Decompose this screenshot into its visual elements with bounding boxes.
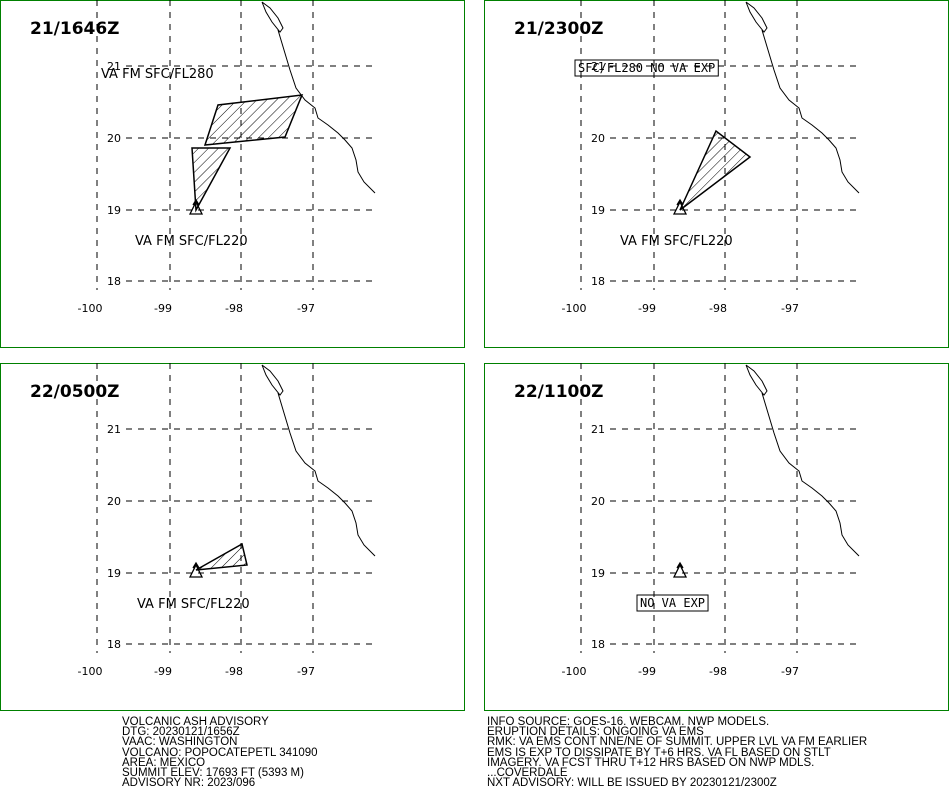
lat-tick-label: 19: [591, 567, 605, 580]
ash-label: VA FM SFC/FL220: [620, 234, 733, 249]
map-panel: 21 20 19 18 -100 -99 -98 -97 22/1100Z NO VA EXP: [484, 363, 949, 711]
lon-tick-label: -99: [638, 302, 656, 315]
footer-line: DTG: 20230121/1656Z: [122, 726, 240, 739]
lon-tick-label: -98: [709, 302, 727, 315]
lon-tick-label: -97: [297, 302, 315, 315]
valid-time: 21/1646Z: [30, 19, 120, 39]
map-panel: 21 20 19 18 -100 -99 -98 -97 21/2300Z SFC/FL280 N…: [484, 0, 949, 348]
lon-tick-label: -100: [562, 665, 587, 678]
lat-tick-label: 21: [591, 60, 605, 73]
lon-tick-label: -99: [154, 302, 172, 315]
coastline: [261, 1, 376, 194]
footer-line: VOLCANO: POPOCATEPETL 341090: [122, 746, 318, 759]
volcano-symbol: [672, 561, 688, 578]
footer-line: ...COVERDALE: [487, 767, 568, 780]
lon-tick-label: -98: [709, 665, 727, 678]
lat-tick-label: 20: [591, 495, 605, 508]
map-panel: 21 20 19 18 -100 -99 -98 -97 22/0500Z VA FM SFC/F…: [0, 363, 465, 711]
lon-tick-label: -98: [225, 302, 243, 315]
lat-tick-label: 18: [107, 638, 121, 651]
lon-tick-label: -97: [781, 665, 799, 678]
lat-tick-label: 21: [107, 423, 121, 436]
lat-tick-label: 20: [107, 495, 121, 508]
footer-line: VOLCANIC ASH ADVISORY: [122, 716, 269, 728]
volcano-symbol: [672, 198, 688, 215]
lat-tick-label: 18: [591, 275, 605, 288]
ash-area: [191, 147, 232, 213]
panel-border: [484, 363, 949, 711]
panels: 21 20 19 18 -100 -99 -98 -97 21/1646Z VA FM SFC/F…: [0, 0, 949, 711]
valid-time: 22/0500Z: [30, 382, 120, 402]
ash-label: VA FM SFC/FL280: [101, 67, 214, 82]
footer-line: ERUPTION DETAILS: ONGOING VA EMS: [487, 726, 704, 739]
coastline: [745, 1, 860, 194]
lat-tick-label: 19: [591, 204, 605, 217]
coastline: [745, 364, 860, 557]
footer-line: NXT ADVISORY: WILL BE ISSUED BY 20230121…: [487, 777, 777, 790]
footer-right: INFO SOURCE: GOES-16. WEBCAM. NWP MODELS…: [487, 716, 868, 790]
footer-line: ADVISORY NR: 2023/096: [122, 777, 256, 790]
lon-tick-label: -98: [225, 665, 243, 678]
volcano-symbol: [188, 561, 204, 578]
footer-line: INFO SOURCE: GOES-16. WEBCAM. NWP MODELS…: [487, 716, 770, 728]
lon-tick-label: -100: [78, 302, 103, 315]
footer-line: EMS IS EXP TO DISSIPATE BY T+6 HRS. VA F…: [487, 746, 831, 759]
lat-tick-label: 18: [591, 638, 605, 651]
label-box: [636, 594, 709, 612]
volcano-symbol: [188, 198, 204, 215]
footer-line: AREA: MEXICO: [122, 756, 206, 769]
lon-tick-label: -100: [562, 302, 587, 315]
lat-tick-label: 20: [107, 132, 121, 145]
lon-tick-label: -97: [297, 665, 315, 678]
lat-tick-label: 18: [107, 275, 121, 288]
lat-tick-label: 21: [107, 60, 121, 73]
footer-line: RMK: VA EMS CONT NNE/NE OF SUMMIT. UPPER…: [487, 736, 868, 749]
footer-line: SUMMIT ELEV: 17693 FT (5393 M): [122, 767, 304, 780]
label-box: [574, 59, 719, 77]
lat-tick-label: 19: [107, 567, 121, 580]
panel-border: [0, 0, 465, 348]
lon-tick-label: -100: [78, 665, 103, 678]
ash-label: VA FM SFC/FL220: [137, 597, 250, 612]
map-panel: 21 20 19 18 -100 -99 -98 -97 21/1646Z VA FM SFC/F…: [0, 0, 465, 348]
boxed-label: NO VA EXP: [640, 596, 705, 610]
ash-area: [203, 94, 304, 146]
valid-time: 21/2300Z: [514, 19, 604, 39]
footer-line: IMAGERY. VA FCST THRU T+12 HRS BASED ON …: [487, 756, 815, 769]
lon-tick-label: -97: [781, 302, 799, 315]
lat-tick-label: 21: [591, 423, 605, 436]
lon-tick-label: -99: [638, 665, 656, 678]
ash-area: [195, 542, 248, 571]
lat-tick-label: 20: [591, 132, 605, 145]
valid-time: 22/1100Z: [514, 382, 604, 402]
boxed-label: SFC/FL280 NO VA EXP: [578, 61, 715, 75]
lat-tick-label: 19: [107, 204, 121, 217]
panel-border: [0, 363, 465, 711]
lon-tick-label: -99: [154, 665, 172, 678]
ash-area: [679, 129, 752, 211]
coastline: [261, 364, 376, 557]
ash-label: VA FM SFC/FL220: [135, 234, 248, 249]
panel-border: [484, 0, 949, 348]
footer-line: VAAC: WASHINGTON: [122, 736, 238, 749]
footer-left: VOLCANIC ASH ADVISORY DTG: 20230121/1656Z…: [122, 716, 318, 790]
